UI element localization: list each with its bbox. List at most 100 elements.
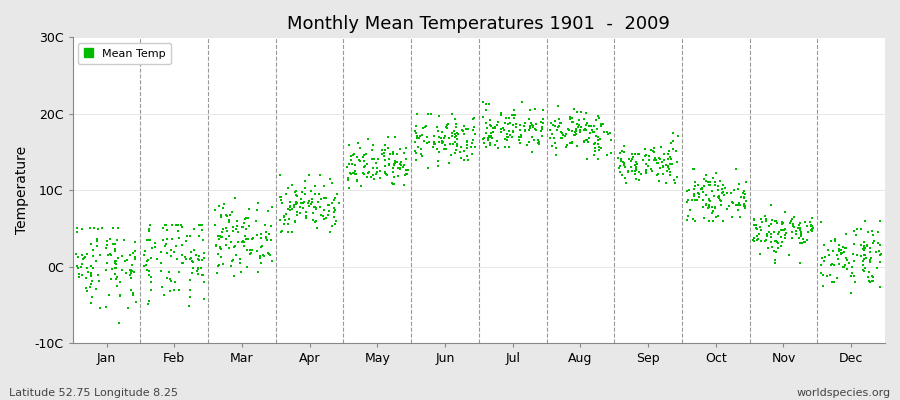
Point	[327, 197, 341, 203]
Point	[154, 268, 168, 274]
Point	[297, 198, 311, 205]
Point	[832, 261, 846, 267]
Point	[183, 286, 197, 293]
Point	[105, 266, 120, 273]
Point	[832, 248, 846, 254]
Point	[154, 260, 168, 266]
Point	[532, 138, 546, 145]
Point	[562, 140, 577, 146]
Point	[588, 140, 602, 146]
Point	[465, 140, 480, 146]
Point	[176, 260, 191, 266]
Point	[325, 223, 339, 229]
Point	[705, 209, 719, 216]
Point	[515, 99, 529, 106]
Point	[528, 121, 543, 127]
Point	[534, 128, 548, 134]
Point	[141, 228, 156, 235]
Point	[594, 145, 608, 152]
Point	[349, 171, 364, 177]
Point	[298, 178, 312, 184]
Point	[396, 164, 410, 171]
Point	[148, 240, 162, 246]
Point	[477, 140, 491, 146]
Point	[460, 142, 474, 148]
Point	[800, 229, 814, 235]
Point	[187, 226, 202, 232]
Point	[728, 165, 742, 172]
Point	[652, 156, 667, 162]
Point	[289, 201, 303, 207]
Point	[128, 256, 142, 262]
Point	[330, 191, 345, 198]
Point	[377, 168, 392, 175]
Point	[460, 144, 474, 151]
Point	[862, 269, 877, 276]
Point	[856, 258, 870, 264]
Point	[186, 247, 201, 254]
Point	[779, 230, 794, 236]
Point	[346, 170, 361, 176]
Point	[554, 129, 569, 136]
Point	[361, 170, 375, 176]
Point	[110, 283, 124, 289]
Point	[197, 296, 211, 302]
Point	[711, 213, 725, 219]
Point	[80, 265, 94, 271]
Point	[857, 255, 871, 262]
Point	[190, 268, 204, 274]
Point	[589, 132, 603, 139]
Point	[295, 189, 310, 195]
Point	[715, 190, 729, 196]
Y-axis label: Temperature: Temperature	[15, 146, 29, 234]
Point	[483, 134, 498, 140]
Point	[100, 237, 114, 244]
Point	[437, 132, 452, 139]
Point	[603, 130, 617, 136]
Point	[293, 200, 308, 206]
Point	[611, 155, 625, 162]
Point	[863, 259, 878, 266]
Point	[277, 214, 292, 220]
Point	[702, 218, 716, 224]
Point	[671, 132, 686, 139]
Point	[506, 128, 520, 134]
Point	[410, 143, 425, 150]
Point	[240, 236, 255, 242]
Point	[447, 128, 462, 134]
Point	[257, 222, 272, 228]
Point	[650, 160, 664, 166]
Point	[281, 229, 295, 235]
Point	[699, 178, 714, 185]
Point	[562, 126, 576, 133]
Point	[508, 112, 522, 118]
Point	[714, 178, 728, 184]
Point	[591, 141, 606, 147]
Point	[702, 182, 716, 188]
Point	[109, 258, 123, 264]
Point	[345, 160, 359, 167]
Point	[482, 135, 496, 141]
Point	[737, 203, 751, 209]
Point	[215, 234, 230, 241]
Point	[815, 255, 830, 262]
Point	[522, 127, 536, 134]
Point	[579, 126, 593, 133]
Point	[378, 163, 392, 169]
Point	[385, 151, 400, 157]
Title: Monthly Mean Temperatures 1901  -  2009: Monthly Mean Temperatures 1901 - 2009	[287, 15, 670, 33]
Point	[863, 257, 878, 263]
Point	[496, 125, 510, 132]
Point	[820, 273, 834, 280]
Point	[104, 251, 118, 258]
Point	[680, 217, 694, 223]
Point	[706, 175, 721, 181]
Point	[799, 223, 814, 230]
Point	[532, 141, 546, 148]
Point	[662, 164, 676, 170]
Point	[440, 120, 454, 127]
Point	[83, 284, 97, 290]
Point	[570, 143, 584, 150]
Point	[222, 216, 237, 223]
Point	[556, 132, 571, 138]
